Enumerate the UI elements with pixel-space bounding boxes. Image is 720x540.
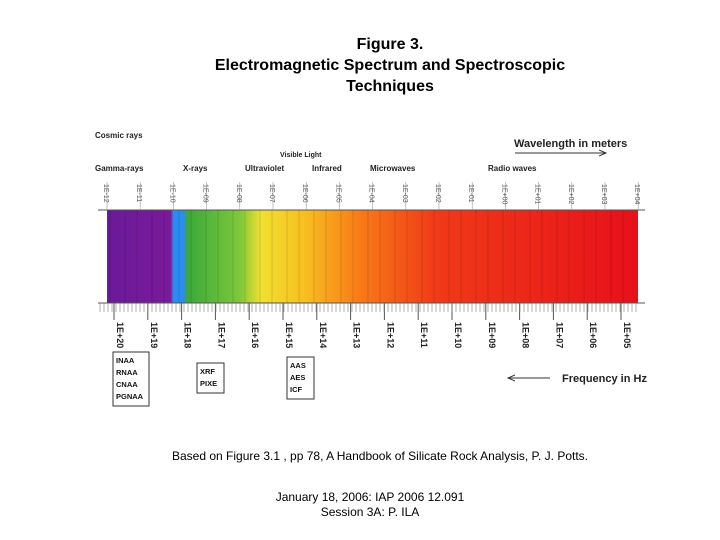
frequency-tick-label: 1E+13 bbox=[352, 322, 362, 348]
wavelength-tick-label: 1E+01 bbox=[534, 184, 541, 205]
title-line: Techniques bbox=[346, 78, 434, 95]
technique-label: RNAA bbox=[116, 368, 138, 377]
region-label: Cosmic rays bbox=[95, 131, 143, 140]
caption: Based on Figure 3.1 , pp 78, A Handbook … bbox=[171, 449, 589, 463]
region-label: Gamma-rays bbox=[95, 164, 144, 173]
frequency-label: Frequency in Hz bbox=[562, 373, 647, 385]
wavelength-tick-label: 1E-07 bbox=[268, 184, 275, 203]
spectrum-band bbox=[107, 210, 638, 303]
title-line: Electromagnetic Spectrum and Spectroscop… bbox=[214, 57, 566, 74]
frequency-tick-label: 1E+07 bbox=[554, 322, 564, 348]
wavelength-tick-label: 1E-11 bbox=[135, 184, 142, 202]
frequency-tick-label: 1E+14 bbox=[318, 322, 328, 348]
wavelength-tick-label: 1E-12 bbox=[102, 184, 109, 203]
frequency-tick-label: 1E+17 bbox=[216, 322, 226, 348]
region-label: X-rays bbox=[183, 164, 208, 173]
region-label: Radio waves bbox=[488, 164, 537, 173]
wavelength-tick-label: 1E-01 bbox=[467, 184, 474, 203]
wavelength-tick-label: 1E+04 bbox=[633, 184, 640, 205]
frequency-tick-label: 1E+15 bbox=[284, 322, 294, 348]
frequency-tick-label: 1E+08 bbox=[521, 322, 531, 348]
wavelength-label: Wavelength in meters bbox=[514, 138, 627, 150]
technique-label: INAA bbox=[116, 356, 135, 365]
frequency-tick-label: 1E+11 bbox=[419, 322, 429, 348]
technique-box bbox=[196, 362, 225, 394]
frequency-tick-label: 1E+20 bbox=[115, 322, 125, 348]
technique-box bbox=[112, 351, 150, 407]
frequency-tick-label: 1E+16 bbox=[250, 322, 260, 348]
technique-label: AES bbox=[290, 373, 305, 382]
wavelength-tick-label: 1E+03 bbox=[600, 184, 607, 205]
technique-label: ICF bbox=[290, 385, 303, 394]
frequency-tick-label: 1E+18 bbox=[183, 322, 193, 348]
frequency-tick-label: 1E+09 bbox=[487, 322, 497, 348]
region-label: Visible Light bbox=[280, 152, 322, 159]
technique-label: PGNAA bbox=[116, 392, 144, 401]
technique-label: PIXE bbox=[200, 379, 217, 388]
wavelength-tick-label: 1E-04 bbox=[368, 184, 375, 203]
wavelength-tick-label: 1E-10 bbox=[168, 184, 175, 203]
frequency-tick-label: 1E+06 bbox=[588, 322, 598, 348]
wavelength-tick-label: 1E-06 bbox=[301, 184, 308, 203]
wavelength-tick-label: 1E-05 bbox=[334, 184, 341, 203]
wavelength-tick-label: 1E+00 bbox=[500, 184, 507, 205]
wavelength-tick-label: 1E+02 bbox=[567, 184, 574, 205]
wavelength-tick-label: 1E-02 bbox=[434, 184, 441, 203]
region-label: Microwaves bbox=[370, 164, 416, 173]
title-line: Figure 3. bbox=[356, 36, 424, 53]
footer-line: Session 3A: P. ILA bbox=[320, 505, 420, 519]
frequency-tick-label: 1E+19 bbox=[149, 322, 159, 348]
wavelength-tick-label: 1E-09 bbox=[202, 184, 209, 203]
technique-label: XRF bbox=[200, 367, 215, 376]
footer-line: January 18, 2006: IAP 2006 12.091 bbox=[275, 490, 465, 504]
frequency-tick-label: 1E+05 bbox=[622, 322, 632, 348]
frequency-tick-label: 1E+12 bbox=[385, 322, 395, 348]
technique-label: CNAA bbox=[116, 380, 138, 389]
wavelength-tick-label: 1E-03 bbox=[401, 184, 408, 203]
region-label: Ultraviolet bbox=[245, 164, 284, 173]
technique-label: AAS bbox=[290, 361, 306, 370]
technique-box bbox=[286, 356, 315, 400]
region-label: Infrared bbox=[312, 164, 342, 173]
wavelength-tick-label: 1E-08 bbox=[235, 184, 242, 203]
frequency-tick-label: 1E+10 bbox=[453, 322, 463, 348]
